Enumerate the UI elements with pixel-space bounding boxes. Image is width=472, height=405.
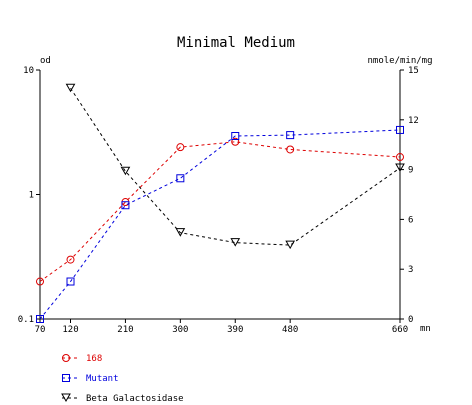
point-beta-galactosidase: [120, 166, 131, 176]
x-tick-label: 390: [227, 325, 243, 335]
legend: 168 Mutant Beta Galactosidase: [61, 354, 184, 404]
left-tick-label: 0.1: [18, 315, 34, 325]
x-unit-label: mn: [420, 324, 431, 334]
point-beta-galactosidase: [230, 238, 241, 247]
point-mutant: [231, 132, 240, 141]
x-tick-label: 300: [172, 325, 188, 335]
series-line-mutant: [39, 129, 401, 320]
point-168: [66, 255, 75, 264]
series-line-beta-galactosidase: [70, 87, 401, 246]
x-tick-label: 70: [35, 325, 46, 335]
point-beta-galactosidase: [65, 83, 76, 93]
point-mutant: [36, 315, 44, 323]
point-168: [396, 153, 404, 162]
x-tick-label: 120: [62, 325, 78, 335]
right-tick-label: 3: [408, 265, 413, 275]
point-168: [286, 145, 295, 154]
x-tick-label: 210: [117, 325, 133, 335]
series-line-168: [39, 141, 401, 282]
legend-label-168: 168: [86, 354, 102, 364]
point-mutant: [121, 201, 130, 210]
tick-layer: 70 120 210 300 390 480 660 0.1 1 10 0 3 6 9 12 15: [18, 66, 419, 335]
left-axis-label: od: [40, 56, 51, 66]
point-beta-galactosidase: [61, 393, 71, 403]
right-tick-label: 0: [408, 315, 413, 325]
right-axis-label: nmole/min/mg: [367, 56, 432, 66]
point-beta-galactosidase: [175, 228, 186, 237]
right-tick-label: 12: [408, 116, 419, 126]
right-tick-label: 6: [408, 215, 413, 225]
point-168: [36, 277, 44, 286]
left-tick-label: 1: [29, 191, 34, 201]
x-tick-label: 660: [392, 325, 408, 335]
legend-label-mutant: Mutant: [86, 374, 119, 384]
point-mutant: [62, 374, 70, 382]
point-beta-galactosidase: [395, 163, 405, 172]
chart-title: Minimal Medium: [177, 35, 295, 51]
point-mutant: [176, 174, 185, 183]
x-tick-label: 480: [282, 325, 298, 335]
point-beta-galactosidase: [285, 240, 296, 250]
point-mutant: [286, 131, 295, 140]
point-168: [62, 354, 70, 362]
legend-label-beta-galactosidase: Beta Galactosidase: [86, 394, 184, 404]
point-168: [231, 137, 240, 146]
point-mutant: [396, 125, 404, 134]
right-tick-label: 9: [408, 166, 413, 176]
point-168: [176, 143, 185, 152]
right-tick-label: 15: [408, 66, 419, 76]
series-layer: [36, 83, 405, 323]
left-tick-label: 10: [23, 66, 34, 76]
point-mutant: [66, 277, 75, 286]
